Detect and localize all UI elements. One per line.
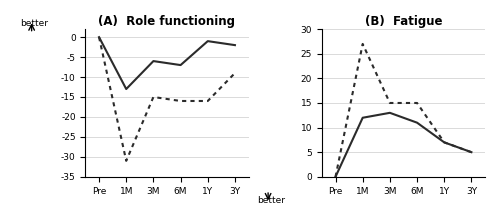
Text: better: better — [20, 19, 48, 28]
Text: better: better — [256, 196, 284, 205]
Title: (A)  Role functioning: (A) Role functioning — [98, 15, 235, 28]
Title: (B)  Fatigue: (B) Fatigue — [364, 15, 442, 28]
